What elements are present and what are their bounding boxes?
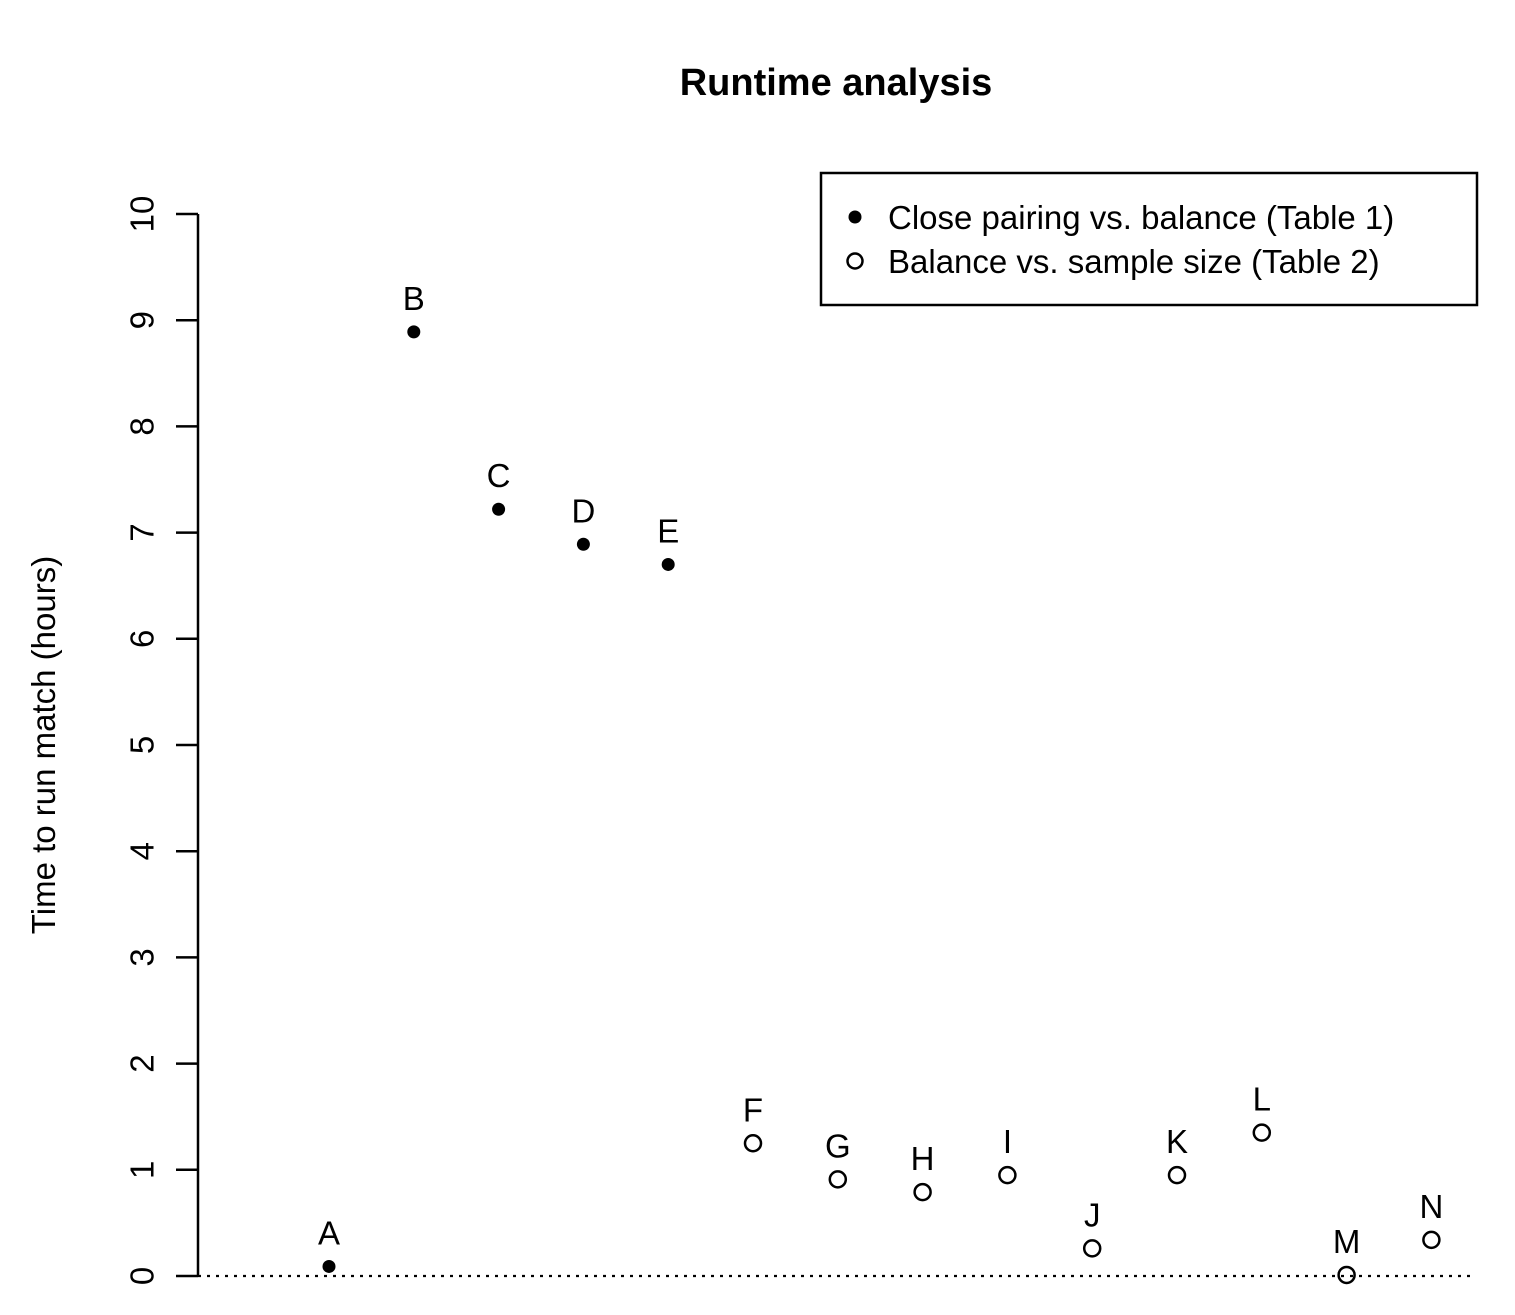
point-label-N: N [1419,1188,1443,1225]
legend: Close pairing vs. balance (Table 1) Bala… [819,171,1479,307]
point-label-J: J [1084,1196,1101,1233]
data-point-F [743,1134,763,1153]
y-tick-label: 4 [124,842,161,860]
y-tick-label: 6 [124,630,161,648]
point-label-D: D [571,492,595,529]
data-point-E [661,557,675,571]
data-point-D [576,537,590,551]
point-label-L: L [1253,1081,1271,1118]
data-point-I [998,1165,1017,1185]
y-tick-label: 10 [124,196,161,233]
point-label-I: I [1003,1123,1012,1160]
legend-marker-filled-circle-icon [848,210,862,224]
point-label-B: B [403,280,425,317]
data-point-M [1337,1265,1356,1285]
legend-entry-close-pairing: Close pairing vs. balance (Table 1) [888,199,1394,236]
y-tick-label: 1 [124,1161,161,1179]
point-labels: A B C D E F G H I J K L M N [318,280,1443,1260]
y-tick-label: 3 [124,948,161,966]
data-point-K [1167,1165,1187,1185]
point-label-A: A [318,1214,340,1251]
y-tick-label: 0 [124,1267,161,1285]
point-label-G: G [825,1127,851,1164]
y-axis-label: Time to run match (hours) [25,556,62,934]
y-axis: 0 1 2 3 4 5 6 7 8 9 10 [124,196,200,1285]
data-point-C [492,502,506,516]
y-tick-label: 7 [124,523,161,541]
data-point-B [407,325,421,339]
point-label-F: F [743,1091,763,1128]
y-tick-label: 5 [124,736,161,754]
legend-marker-open-circle-icon [846,252,864,270]
y-tick-label: 9 [124,311,161,329]
data-point-L [1252,1123,1272,1142]
data-point-H [913,1182,932,1202]
y-tick-label: 2 [124,1054,161,1072]
point-label-K: K [1166,1123,1188,1160]
data-points [322,325,1441,1285]
data-point-J [1082,1239,1102,1258]
y-tick-label: 8 [124,417,161,435]
point-label-E: E [657,512,679,549]
data-point-A [322,1259,336,1273]
point-label-M: M [1333,1223,1361,1260]
point-label-H: H [911,1140,935,1177]
chart-title: Runtime analysis [680,62,993,104]
legend-box [819,171,1479,307]
data-point-G [828,1170,848,1189]
data-point-N [1422,1230,1441,1250]
legend-entry-balance-sample-size: Balance vs. sample size (Table 2) [888,243,1380,280]
point-label-C: C [487,457,511,494]
